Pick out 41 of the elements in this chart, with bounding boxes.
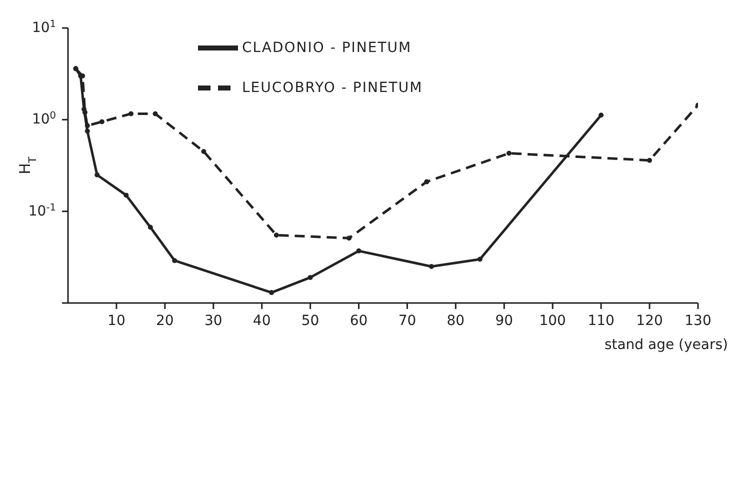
x-tick-label: 60 <box>350 313 368 329</box>
x-tick-label: 130 <box>684 313 712 329</box>
x-tick-label: 10 <box>108 313 126 329</box>
point <box>201 148 206 154</box>
legend-label: CLADONIO - PINETUM <box>242 40 412 56</box>
point <box>99 119 104 124</box>
x-tick-label: 50 <box>301 313 320 329</box>
x-tick-label: 70 <box>398 313 416 329</box>
point <box>598 112 604 118</box>
x-axis-title: stand age (years) <box>604 337 728 353</box>
point <box>308 274 313 280</box>
y-tick-label: 10$^{1}$ <box>32 18 56 36</box>
x-tick-label: 40 <box>252 313 271 329</box>
point <box>94 172 100 178</box>
point <box>148 224 153 230</box>
legend-label: LEUCOBRYO - PINETUM <box>242 80 423 96</box>
x-tick-label: 80 <box>446 313 465 329</box>
point <box>346 236 352 241</box>
x-tick-label: 120 <box>636 313 663 329</box>
x-tick-label: 30 <box>204 313 222 329</box>
point <box>356 248 362 254</box>
point <box>84 123 90 128</box>
point <box>124 192 129 198</box>
x-tick-label: 90 <box>495 313 514 329</box>
y-tick-label: 10$^{0}$ <box>32 110 56 128</box>
point <box>82 110 88 115</box>
point <box>128 111 134 116</box>
point <box>506 150 512 156</box>
x-tick-label: 110 <box>588 313 614 329</box>
point <box>152 111 158 116</box>
point <box>647 158 652 163</box>
x-tick-label: 20 <box>156 313 174 329</box>
point <box>172 258 178 264</box>
point <box>477 256 482 262</box>
point <box>84 128 90 134</box>
point <box>269 290 274 296</box>
x-tick-label: 100 <box>539 313 566 329</box>
y-tick-label: 10$^{-1}$ <box>28 202 56 220</box>
point <box>424 179 430 184</box>
point <box>274 232 279 238</box>
point <box>428 264 434 270</box>
